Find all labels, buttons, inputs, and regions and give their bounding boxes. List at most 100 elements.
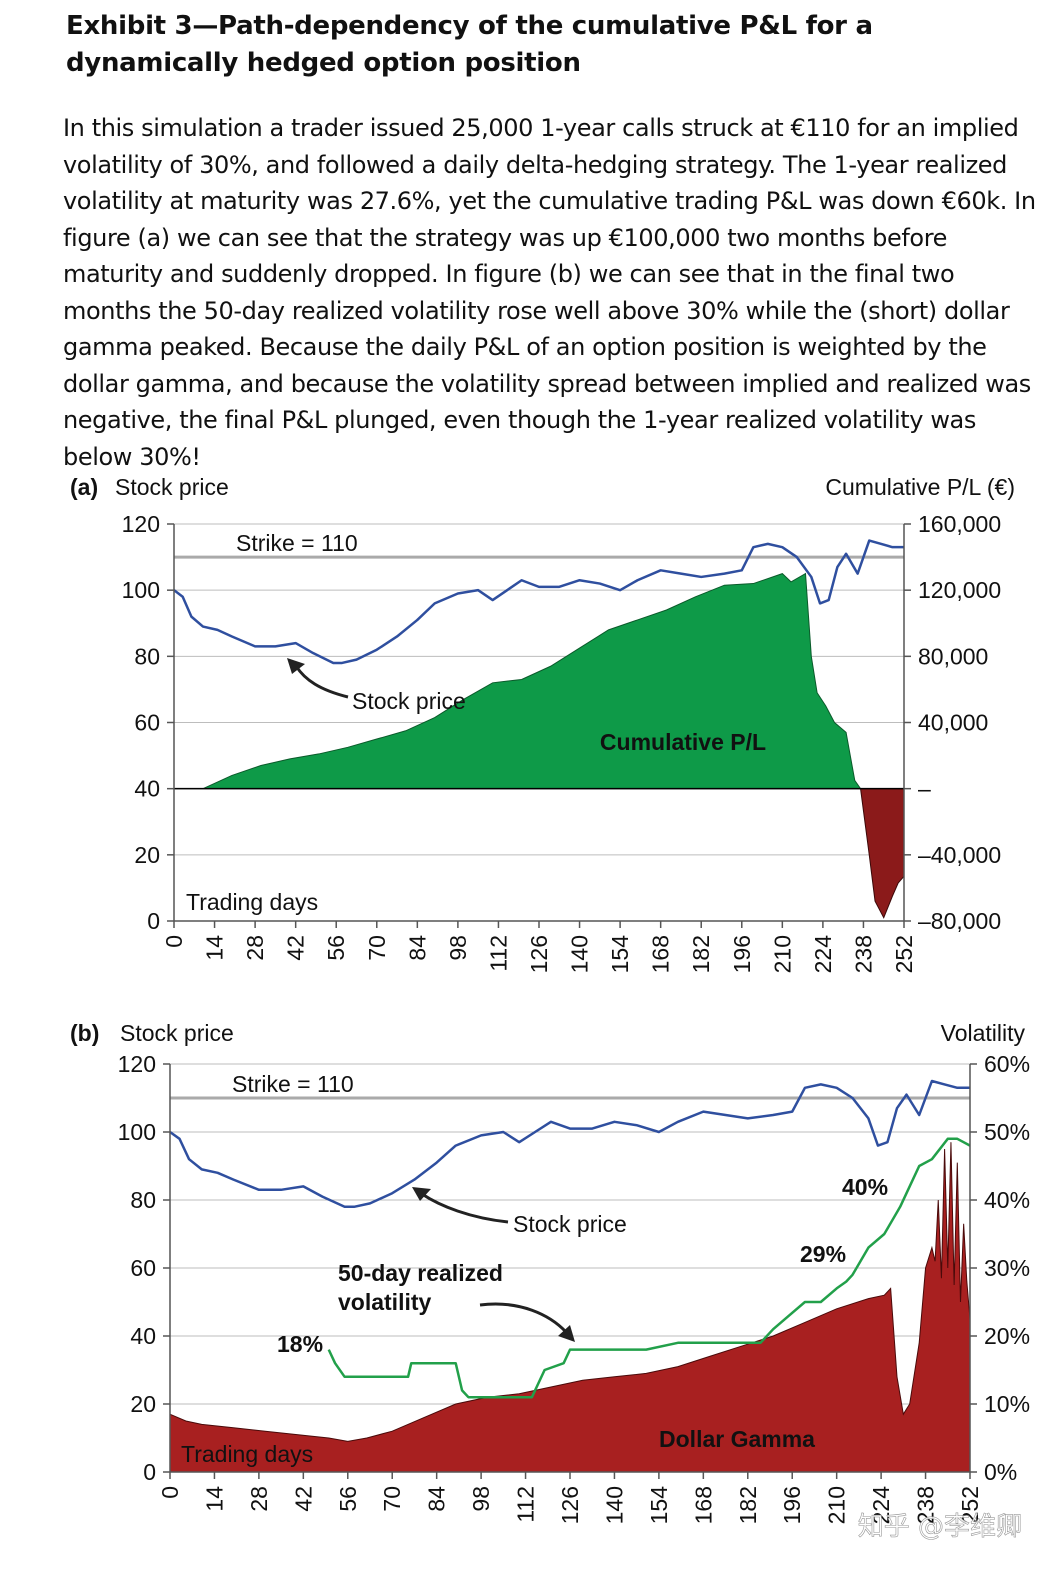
panel-a-left-tick-label: 20 — [134, 842, 160, 868]
panel-b-right-tick-label: 0% — [984, 1459, 1017, 1485]
panel-a-right-tick-label: – — [918, 776, 931, 802]
panel-b-gamma-label: Dollar Gamma — [659, 1426, 815, 1452]
panel-b-annotation-29: 29% — [800, 1241, 846, 1267]
panel-a-x-tick-label: 154 — [607, 935, 633, 974]
panel-b-x-tick-label: 196 — [779, 1486, 805, 1524]
panel-a-right-tick-label: –40,000 — [918, 842, 1001, 868]
panel-b-x-tick-label: 140 — [601, 1486, 627, 1524]
watermark: 知乎 @李维卿 — [858, 1512, 1022, 1542]
panel-b-right-tick-label: 40% — [984, 1187, 1030, 1213]
panel-a-x-tick-label: 112 — [485, 935, 511, 972]
panel-b-x-tick-label: 28 — [246, 1486, 272, 1512]
panel-a-x-tick-label: 210 — [769, 935, 795, 973]
panel-b-stock-price-line — [169, 1079, 970, 1209]
panel-b-vol-arrow — [479, 1302, 568, 1334]
panel-b-left-tick-label: 60 — [130, 1255, 156, 1281]
panel-b-right-axis-label: Volatility — [941, 1020, 1026, 1046]
panel-b-right-tick-label: 20% — [984, 1323, 1030, 1349]
panel-a-x-tick-label: 252 — [891, 935, 917, 973]
panel-b-x-tick-label: 126 — [557, 1486, 583, 1524]
panel-a-x-tick-label: 14 — [202, 935, 228, 961]
panel-b-x-tick-label: 56 — [335, 1486, 361, 1512]
panel-b-dollar-gamma-area — [169, 1142, 971, 1473]
panel-a-x-tick-label: 196 — [729, 935, 755, 973]
panel-b-x-tick-label: 168 — [690, 1486, 716, 1524]
panel-a-x-tick-label: 168 — [648, 935, 674, 973]
panel-a-x-tick-label: 84 — [404, 935, 430, 961]
panel-b-strike-label: Strike = 110 — [232, 1071, 354, 1097]
panel-b-right-tick-label: 60% — [984, 1051, 1030, 1077]
panel-b-x-tick-label: 154 — [646, 1486, 672, 1525]
panel-b-stock-arrow — [421, 1192, 509, 1224]
panel-b-x-tick-label: 98 — [468, 1486, 494, 1512]
panel-a-x-tick-label: 140 — [567, 935, 593, 973]
panel-b-realized-vol-line — [327, 1137, 971, 1399]
panel-b-vol-arrow-head — [558, 1325, 575, 1342]
panel-b-vol-label-line1: 50-day realized — [338, 1260, 503, 1286]
panel-b-left-tick-label: 100 — [118, 1119, 156, 1145]
panel-a-right-tick-label: 120,000 — [918, 577, 1001, 603]
panel-a-left-tick-label: 120 — [122, 511, 160, 537]
panel-b-xlabel: Trading days — [181, 1441, 313, 1467]
panel-a-right-tick-label: –80,000 — [918, 908, 1001, 934]
exhibit-description: In this simulation a trader issued 25,00… — [63, 114, 1036, 471]
panel-a-right-axis-label: Cumulative P/L (€) — [825, 474, 1015, 500]
panel-a-left-tick-label: 40 — [134, 776, 160, 802]
panel-b-x-tick-label: 42 — [290, 1486, 316, 1512]
panel-b-chart: 0 20 40 60 80 100 120 0% 10% 20% 30% 40% 50% 60% 0 14 28… — [118, 1051, 1030, 1524]
panel-a-x-tick-label: 238 — [850, 935, 876, 973]
panel-b-annotation-40: 40% — [842, 1174, 888, 1200]
panel-b-vol-label-line2: volatility — [338, 1289, 432, 1315]
panel-a-x-tick-label: 28 — [242, 935, 268, 961]
panel-a-x-tick-label: 56 — [323, 935, 349, 961]
panel-b-x-tick-label: 112 — [513, 1486, 539, 1523]
panel-a-stock-arrow — [294, 665, 349, 699]
panel-a-x-tick-label: 0 — [161, 935, 187, 948]
panel-a-x-tick-label: 42 — [283, 935, 309, 961]
panel-b-x-tick-label: 0 — [157, 1486, 183, 1499]
panel-a-pnl-positive-area — [174, 572, 904, 790]
panel-a-right-tick-label: 160,000 — [918, 511, 1001, 537]
panel-b-right-tick-label: 10% — [984, 1391, 1030, 1417]
panel-a-x-tick-label: 98 — [445, 935, 471, 961]
panel-a-x-tick-label: 70 — [364, 935, 390, 961]
panel-b-x-tick-label: 182 — [735, 1486, 761, 1524]
panel-b-x-tick-label: 84 — [424, 1486, 450, 1512]
panel-a-left-axis-label: Stock price — [115, 474, 229, 500]
exhibit-title: Exhibit 3—Path-dependency of the cumulat… — [66, 11, 873, 78]
panel-a-x-tick-label: 182 — [688, 935, 714, 973]
panel-b-left-tick-label: 0 — [143, 1459, 156, 1485]
panel-a-pnl-label: Cumulative P/L — [600, 729, 766, 755]
panel-b-left-tick-label: 40 — [130, 1323, 156, 1349]
panel-b-x-tick-label: 224 — [868, 1486, 894, 1525]
panel-b-left-tick-label: 20 — [130, 1391, 156, 1417]
panel-a-right-tick-label: 80,000 — [918, 643, 988, 669]
panel-b-x-tick-label: 238 — [913, 1486, 939, 1524]
panel-a-xlabel: Trading days — [186, 889, 318, 915]
panel-b-x-tick-label: 70 — [379, 1486, 405, 1512]
panel-a-strike-label: Strike = 110 — [236, 530, 358, 556]
panel-b-left-tick-label: 80 — [130, 1187, 156, 1213]
panel-b-left-axis-label: Stock price — [120, 1020, 234, 1046]
panel-b-right-tick-label: 30% — [984, 1255, 1030, 1281]
panel-a-left-tick-label: 0 — [147, 908, 160, 934]
panel-b-label: (b) — [70, 1020, 99, 1046]
panel-a-chart: 020406080100120–80,000–40,000–40,00080,0… — [122, 511, 1002, 973]
panel-a-left-tick-label: 100 — [122, 577, 160, 603]
panel-b-stock-label: Stock price — [513, 1211, 627, 1237]
panel-a-x-tick-label: 224 — [810, 935, 836, 974]
panel-b-annotation-18: 18% — [277, 1331, 323, 1357]
panel-a-label: (a) — [70, 474, 98, 500]
panel-a-right-tick-label: 40,000 — [918, 710, 988, 736]
panel-b-x-tick-label: 252 — [957, 1486, 983, 1524]
panel-b-x-tick-label: 210 — [824, 1486, 850, 1524]
panel-b-x-tick-label: 14 — [201, 1486, 227, 1512]
panel-a-x-tick-label: 126 — [526, 935, 552, 973]
panel-a-stock-label: Stock price — [352, 688, 466, 714]
panel-a-left-tick-label: 60 — [134, 710, 160, 736]
panel-b-left-tick-label: 120 — [118, 1051, 156, 1077]
panel-a-stock-price-line — [173, 539, 904, 665]
panel-a-stock-arrow-head — [287, 658, 305, 674]
panel-a-left-tick-label: 80 — [134, 643, 160, 669]
panel-b-right-tick-label: 50% — [984, 1119, 1030, 1145]
